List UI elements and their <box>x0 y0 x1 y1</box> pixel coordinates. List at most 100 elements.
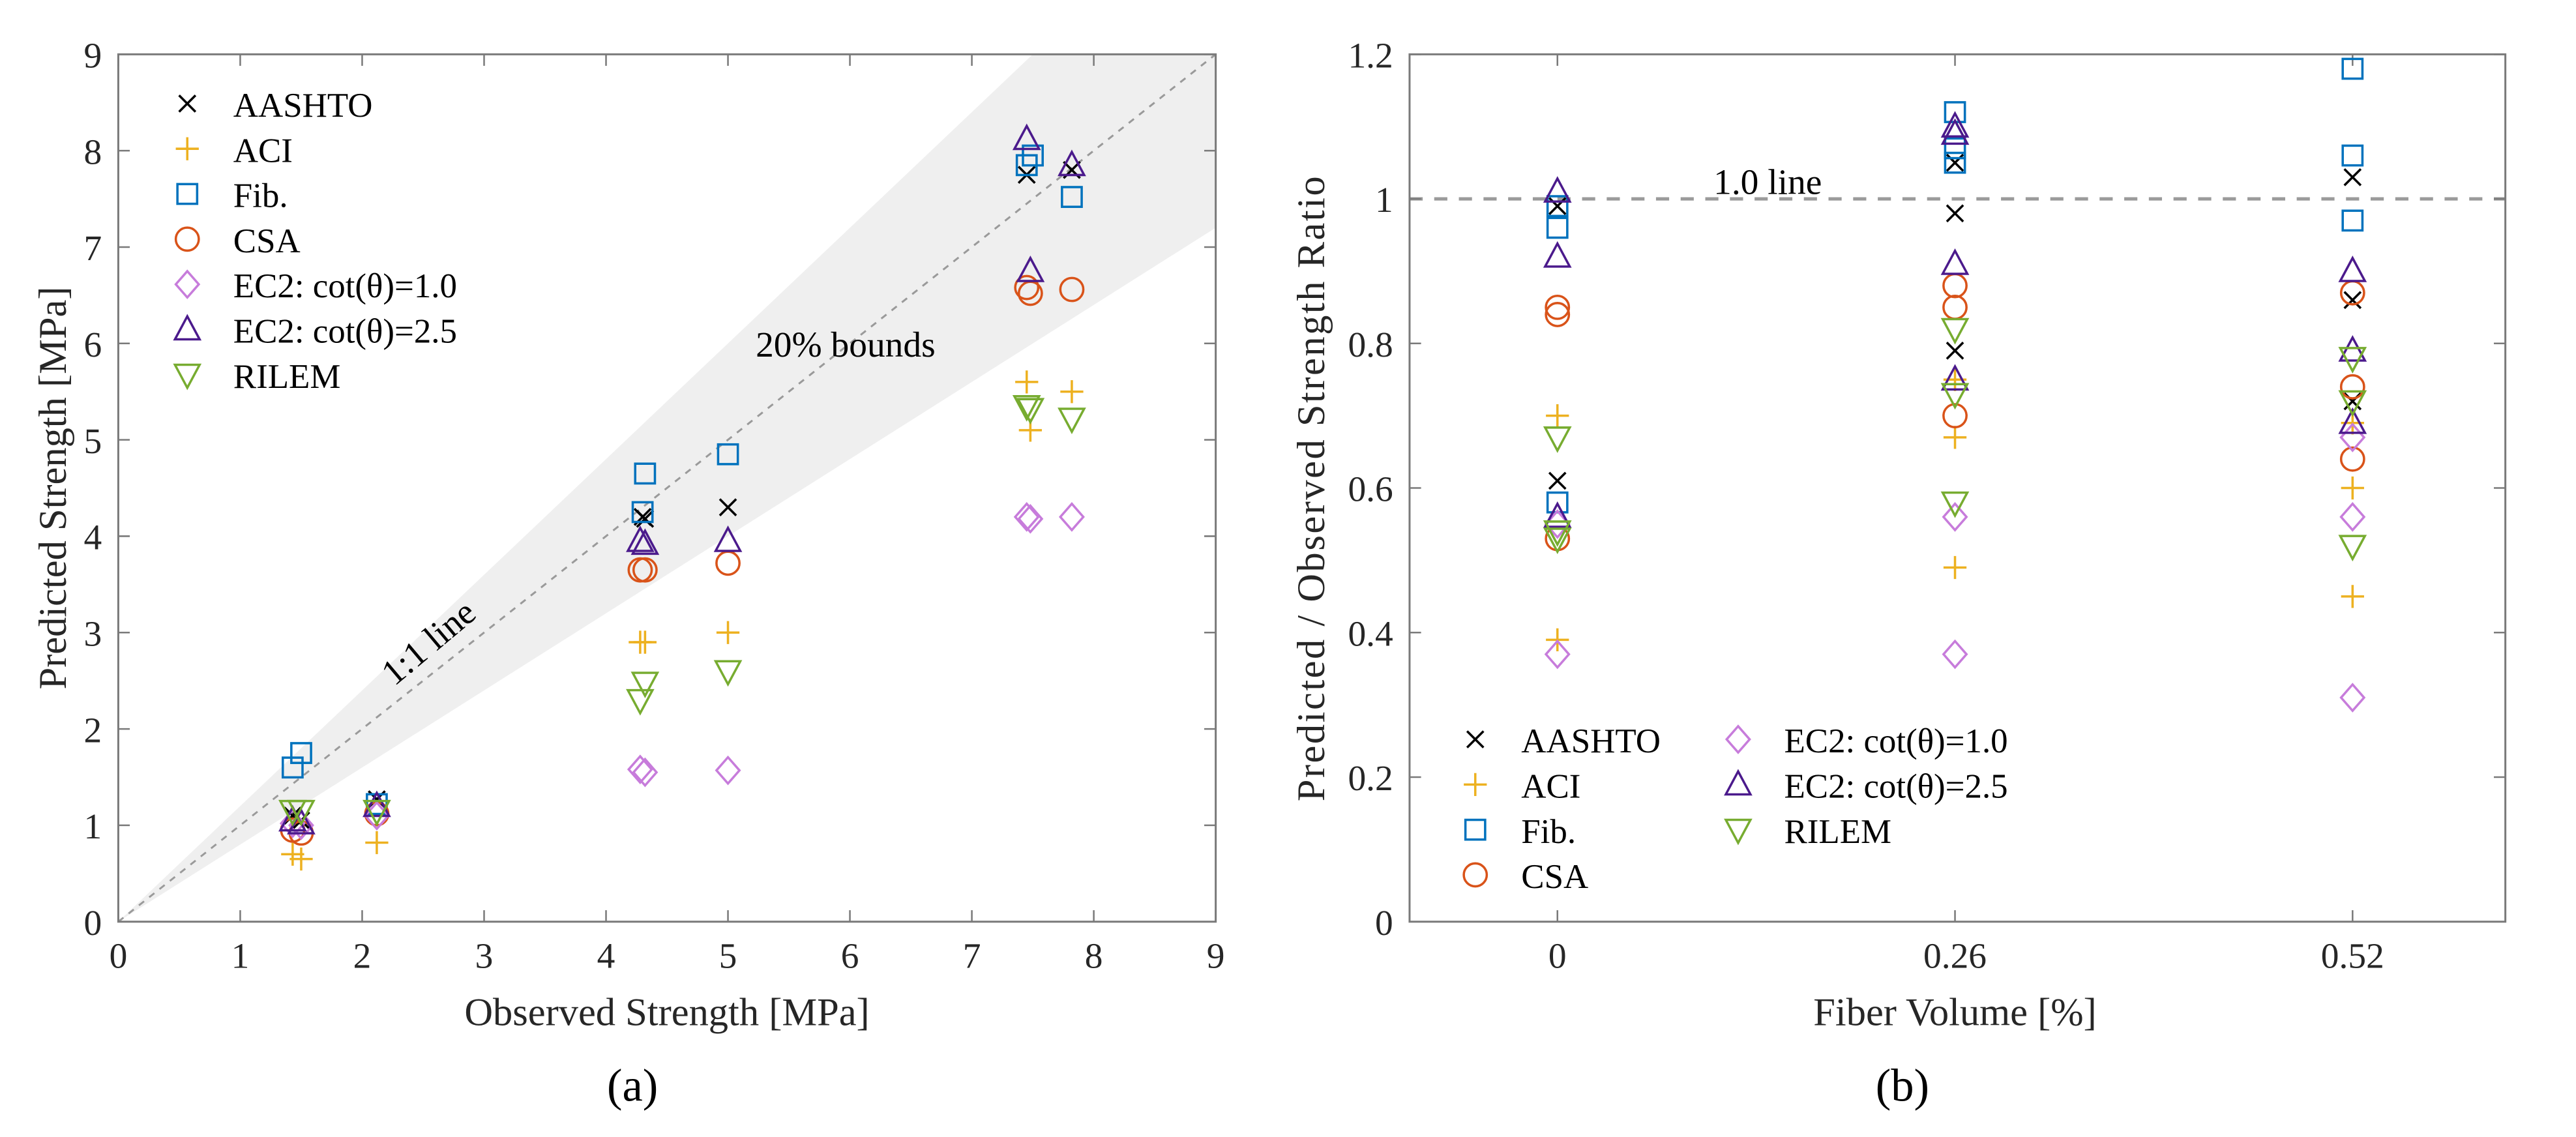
point-ec2-cot-2-5 <box>1543 176 1572 203</box>
point-csa <box>1545 294 1571 320</box>
legend-marker-fib <box>1464 818 1487 841</box>
point-aci <box>633 630 657 654</box>
plot-a-frame <box>117 53 1217 923</box>
legend-label-ec2-cot-1-0: EC2: cot(θ)=1.0 <box>233 267 457 305</box>
y-tick-label: 1 <box>84 806 102 846</box>
point-ec2-cot-1-0 <box>279 808 306 838</box>
y-tick-label: 2 <box>84 710 102 750</box>
legend-marker-csa <box>1462 862 1488 888</box>
point-ec2-cot-2-5 <box>2338 407 2367 434</box>
point-fib <box>1944 151 1966 174</box>
y-tick-label: 0.2 <box>1348 758 1393 798</box>
point-ec2-cot-2-5 <box>1940 248 1970 275</box>
legend-marker-aashto <box>1466 730 1485 748</box>
y-tick-label: 1 <box>1375 180 1393 220</box>
point-fib <box>2341 144 2364 167</box>
point-ec2-cot-2-5 <box>630 528 660 555</box>
point-fib <box>631 501 654 524</box>
one-to-one-line <box>117 53 1217 923</box>
point-aci <box>1943 426 1967 449</box>
point-csa <box>2339 374 2365 400</box>
point-csa <box>632 557 658 583</box>
point-rilem <box>2338 535 2367 562</box>
point-fib <box>1546 195 1569 218</box>
panel-b-chart: 0 0.26 0.52 0 0.2 0.4 0.6 0.8 1 1.2 1.0 line AASH… <box>1290 35 2507 1111</box>
point-ec2-cot-1-0 <box>715 755 741 786</box>
point-aci <box>1546 404 1569 428</box>
point-fib <box>1944 137 1966 160</box>
plot-a-y-axis-label: Predicted Strength [MPa] <box>31 287 75 690</box>
point-aashto <box>1946 342 1964 360</box>
legend-marker-ec2-cot-1-0 <box>1725 724 1751 754</box>
point-ec2-cot-2-5 <box>713 525 743 552</box>
point-rilem <box>1058 407 1086 434</box>
point-csa <box>1545 302 1571 327</box>
point-fib <box>717 443 739 465</box>
point-ec2-cot-1-0 <box>2339 502 2366 532</box>
legend-label-aci: ACI <box>1521 768 1580 806</box>
point-ec2-cot-2-5 <box>363 790 391 818</box>
plot-b-ticks: 0 0.26 0.52 0 0.2 0.4 0.6 0.8 1 1.2 <box>1348 35 2506 975</box>
x-tick-label: 4 <box>597 936 615 975</box>
legend-label-fib: Fib. <box>1521 813 1576 851</box>
point-aashto <box>2343 291 2362 310</box>
plot-b-x-axis-label: Fiber Volume [%] <box>1813 990 2096 1034</box>
point-ec2-cot-1-0 <box>1544 639 1571 670</box>
point-aashto <box>636 509 655 528</box>
point-ec2-cot-2-5 <box>1543 241 1572 268</box>
x-tick-label: 9 <box>1207 936 1225 975</box>
point-ec2-cot-2-5 <box>1543 501 1572 528</box>
point-rilem <box>713 660 743 687</box>
point-aci <box>1015 370 1039 394</box>
point-rilem <box>287 799 316 827</box>
legend-label-fib: Fib. <box>233 177 288 215</box>
x-tick-label: 2 <box>353 936 372 975</box>
point-fib <box>2341 209 2364 232</box>
plot-b-points <box>1543 57 2367 713</box>
point-rilem <box>2338 390 2367 417</box>
legend-label-ec2-cot-2-5: EC2: cot(θ)=2.5 <box>1784 768 2007 806</box>
point-aci <box>289 848 313 871</box>
x-tick-label: 8 <box>1085 936 1103 975</box>
x-tick-label: 5 <box>719 936 737 975</box>
legend-marker-aashto <box>178 95 197 113</box>
y-tick-label: 8 <box>84 132 102 171</box>
point-ec2-cot-2-5 <box>1940 364 1970 391</box>
x-tick-label: 7 <box>963 936 981 975</box>
point-fib <box>290 742 312 764</box>
plot-b-legend: AASHTO ACI Fib. CSA EC2: cot(θ)=1.0 EC2: cot(… <box>1462 722 2008 896</box>
legend-marker-ec2-cot-2-5 <box>1724 769 1753 796</box>
legend-label-aci: ACI <box>233 132 293 170</box>
point-fib <box>1061 186 1083 208</box>
point-ec2-cot-1-0 <box>1544 509 1571 539</box>
point-ec2-cot-1-0 <box>1013 502 1040 532</box>
panel-a-caption: (a) <box>607 1060 658 1111</box>
legend-marker-csa <box>174 226 200 252</box>
point-aci <box>365 831 389 855</box>
legend-marker-aci <box>1464 773 1487 796</box>
point-aashto <box>718 498 737 516</box>
point-ec2-cot-2-5 <box>626 525 655 552</box>
legend-label-rilem: RILEM <box>1784 813 1891 851</box>
one-point-zero-label: 1.0 line <box>1713 162 1822 201</box>
point-aashto <box>1946 204 1964 223</box>
point-aashto <box>2343 168 2362 186</box>
point-fib <box>2341 57 2364 80</box>
point-rilem <box>1543 520 1572 547</box>
legend-marker-ec2-cot-2-5 <box>173 314 202 341</box>
y-tick-label: 0.4 <box>1348 613 1393 653</box>
y-tick-label: 4 <box>84 518 102 557</box>
legend-label-ec2-cot-2-5: EC2: cot(θ)=2.5 <box>233 313 457 351</box>
plot-a-legend: AASHTO ACI Fib. CSA EC2: cot(θ)=1.0 EC2: cot(… <box>173 87 457 396</box>
point-csa <box>1942 403 1968 429</box>
point-ec2-cot-2-5 <box>1940 111 1970 138</box>
point-aci <box>1060 380 1084 404</box>
point-ec2-cot-1-0 <box>1942 502 1968 532</box>
y-tick-label: 6 <box>84 325 102 364</box>
x-tick-label: 6 <box>841 936 859 975</box>
point-ec2-cot-1-0 <box>1058 502 1085 532</box>
point-fib <box>634 462 657 485</box>
point-rilem <box>1543 527 1572 555</box>
legend-label-rilem: RILEM <box>233 358 341 396</box>
